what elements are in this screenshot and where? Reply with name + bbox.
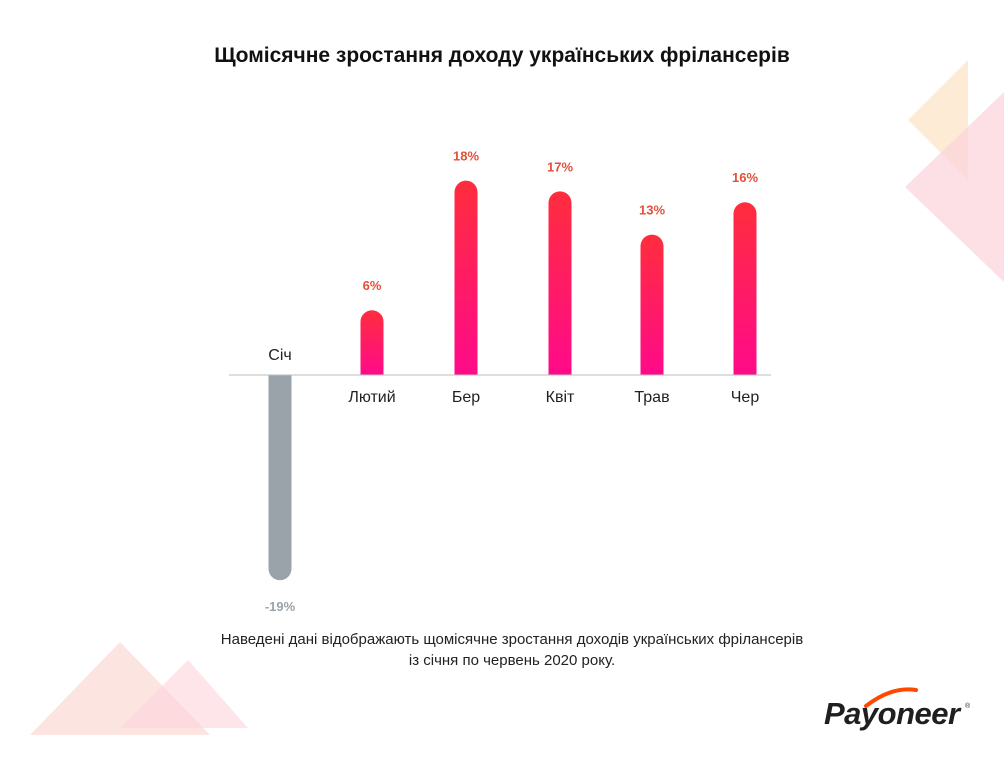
category-label-5: Трав xyxy=(634,389,669,406)
caption-line-2: із січня по червень 2020 року. xyxy=(408,652,616,669)
logo-swoosh-icon xyxy=(864,687,918,708)
value-label-6: 16% xyxy=(732,170,758,185)
bar-4 xyxy=(548,191,572,375)
bar-6 xyxy=(733,202,757,375)
value-label-4: 17% xyxy=(547,159,573,174)
value-label-2: 6% xyxy=(363,278,382,293)
category-label-2: Лютий xyxy=(348,389,395,406)
bar-1 xyxy=(268,375,292,581)
category-label-3: Бер xyxy=(452,389,480,406)
deco-triangle-left-bottom-2 xyxy=(120,660,248,728)
value-label-3: 18% xyxy=(453,149,479,164)
logo-text: Payoneer xyxy=(824,696,960,731)
bar-3 xyxy=(454,180,478,375)
bar-2 xyxy=(360,310,384,375)
category-label-6: Чер xyxy=(731,389,760,406)
chart-caption: Наведені дані відображають щомісячне зро… xyxy=(0,629,1004,671)
logo-registered-mark: ® xyxy=(965,703,971,710)
bars-layer xyxy=(268,180,757,581)
category-label-1: Січ xyxy=(268,347,291,364)
deco-triangle-right-big xyxy=(905,92,1004,282)
value-label-5: 13% xyxy=(639,203,665,218)
category-label-4: Квіт xyxy=(546,389,575,406)
chart-title: Щомісячне зростання доходу українських ф… xyxy=(214,44,790,67)
payoneer-logo: Payoneer ® xyxy=(822,686,972,736)
labels-layer: -19% Січ 6% Лютий 18% Бер 17% Квіт 13% Трав 16% Чер xyxy=(265,149,760,615)
bar-5 xyxy=(640,234,664,375)
caption-line-1: Наведені дані відображають щомісячне зро… xyxy=(220,631,804,648)
value-label-1: -19% xyxy=(265,599,296,614)
